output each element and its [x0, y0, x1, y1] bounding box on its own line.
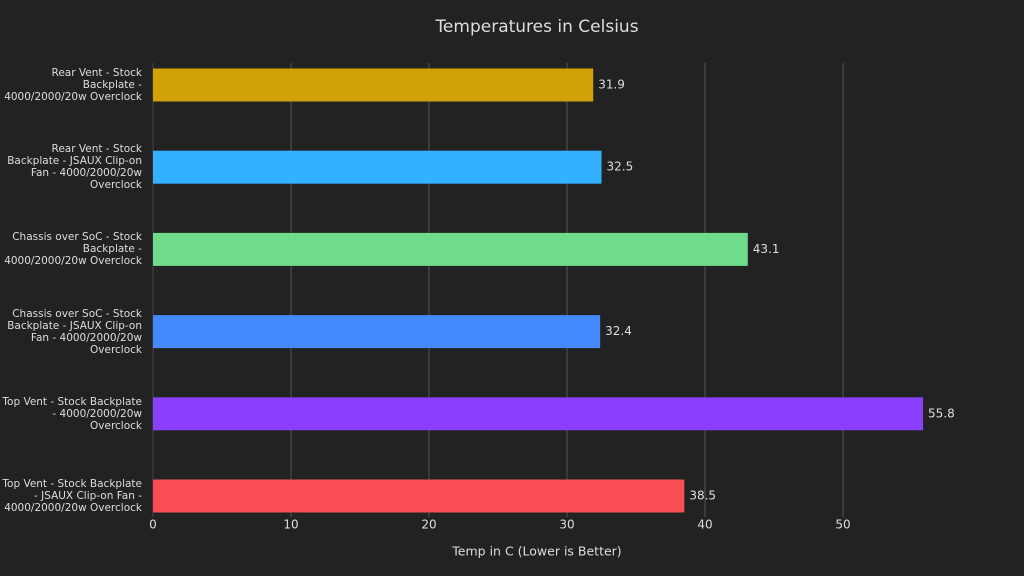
- y-tick-label: Rear Vent - Stock Backplate - JSAUX Clip…: [7, 143, 142, 192]
- value-label: 38.5: [689, 489, 716, 503]
- x-tick-label: 30: [559, 518, 574, 532]
- y-tick-label: Rear Vent - Stock Backplate - 4000/2000/…: [4, 67, 142, 103]
- x-tick-label: 20: [421, 518, 436, 532]
- y-tick-label: Top Vent - Stock Backplate - 4000/2000/2…: [2, 395, 142, 432]
- y-tick-label-box: Top Vent - Stock Backplate - 4000/2000/2…: [2, 395, 142, 432]
- value-label: 32.4: [605, 324, 632, 338]
- x-tick-label: 40: [697, 518, 712, 532]
- x-tick-label: 0: [149, 518, 157, 532]
- x-tick-label: 10: [283, 518, 298, 532]
- value-label: 32.5: [607, 160, 634, 174]
- y-tick-label-box: Rear Vent - Stock Backplate - 4000/2000/…: [4, 67, 142, 103]
- bar: [153, 397, 924, 431]
- y-tick-label-box: Top Vent - Stock Backplate - JSAUX Clip-…: [2, 478, 142, 514]
- x-axis-label: Temp in C (Lower is Better): [451, 544, 621, 559]
- y-tick-label: Top Vent - Stock Backplate - JSAUX Clip-…: [2, 478, 142, 514]
- value-label: 31.9: [598, 78, 625, 92]
- bar: [153, 150, 602, 184]
- bar: [153, 68, 594, 102]
- y-tick-label: Chassis over SoC - Stock Backplate - 400…: [4, 231, 142, 268]
- y-tick-label: Chassis over SoC - Stock Backplate - JSA…: [7, 307, 142, 356]
- y-tick-label-box: Rear Vent - Stock Backplate - JSAUX Clip…: [7, 143, 142, 192]
- value-label: 55.8: [928, 406, 955, 420]
- chart-title: Temperatures in Celsius: [434, 17, 638, 37]
- y-tick-label-box: Chassis over SoC - Stock Backplate - 400…: [4, 231, 142, 268]
- y-tick-label-box: Chassis over SoC - Stock Backplate - JSA…: [7, 307, 142, 356]
- bar: [153, 232, 748, 266]
- value-label: 43.1: [753, 242, 780, 256]
- bar: [153, 479, 685, 513]
- x-tick-label: 50: [835, 518, 850, 532]
- bar: [153, 315, 601, 349]
